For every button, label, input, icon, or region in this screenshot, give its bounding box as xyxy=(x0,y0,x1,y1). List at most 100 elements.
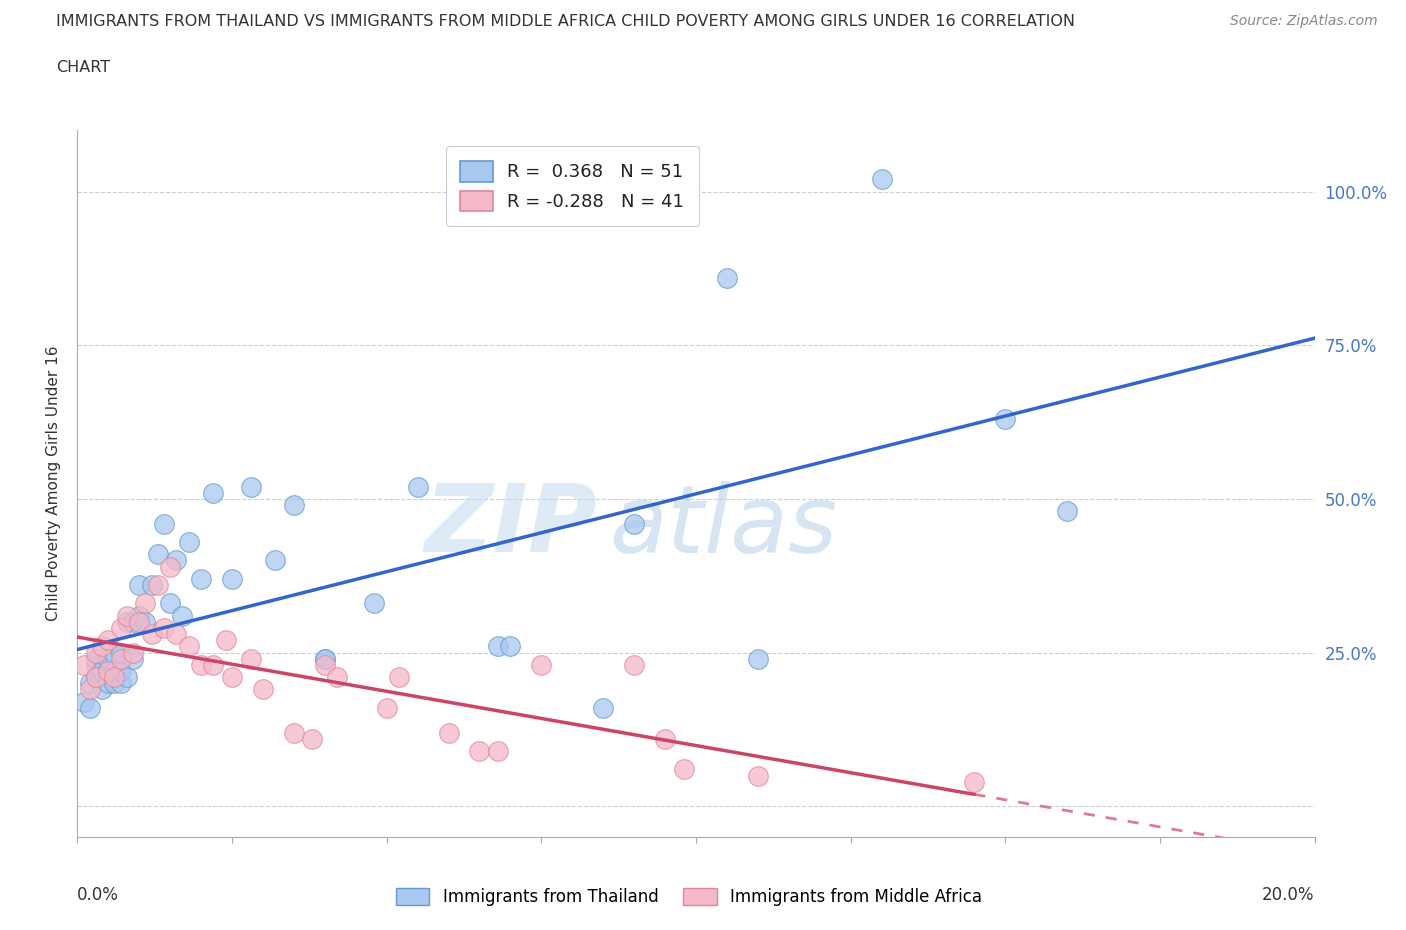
Point xyxy=(314,651,336,666)
Point xyxy=(239,479,262,494)
Point xyxy=(264,553,287,568)
Point xyxy=(103,664,125,679)
Point xyxy=(172,608,194,623)
Point xyxy=(165,627,187,642)
Point xyxy=(84,658,107,672)
Point xyxy=(283,725,305,740)
Text: 20.0%: 20.0% xyxy=(1263,886,1315,905)
Point xyxy=(110,664,132,679)
Point xyxy=(84,670,107,684)
Point xyxy=(283,498,305,512)
Point xyxy=(486,743,509,758)
Point xyxy=(128,615,150,630)
Point xyxy=(72,658,94,672)
Point xyxy=(110,645,132,660)
Point xyxy=(110,676,132,691)
Point xyxy=(252,682,274,697)
Point xyxy=(747,651,769,666)
Point xyxy=(994,412,1017,427)
Point xyxy=(115,615,138,630)
Text: Source: ZipAtlas.com: Source: ZipAtlas.com xyxy=(1230,14,1378,28)
Point xyxy=(146,578,169,592)
Y-axis label: Child Poverty Among Girls Under 16: Child Poverty Among Girls Under 16 xyxy=(45,346,60,621)
Point xyxy=(91,664,114,679)
Point xyxy=(97,664,120,679)
Point xyxy=(153,620,176,635)
Point xyxy=(221,571,243,586)
Point xyxy=(103,670,125,684)
Point xyxy=(177,639,200,654)
Point xyxy=(190,658,212,672)
Point xyxy=(115,608,138,623)
Point xyxy=(159,596,181,611)
Point xyxy=(1056,504,1078,519)
Point xyxy=(375,700,398,715)
Point xyxy=(177,535,200,550)
Point xyxy=(115,670,138,684)
Point xyxy=(202,658,225,672)
Point xyxy=(97,664,120,679)
Point xyxy=(314,651,336,666)
Point xyxy=(79,682,101,697)
Point xyxy=(128,578,150,592)
Text: ZIP: ZIP xyxy=(425,480,598,572)
Point xyxy=(84,651,107,666)
Point xyxy=(870,172,893,187)
Point xyxy=(314,658,336,672)
Point xyxy=(134,615,156,630)
Point xyxy=(103,676,125,691)
Point xyxy=(468,743,491,758)
Point xyxy=(221,670,243,684)
Point xyxy=(202,485,225,500)
Point xyxy=(301,731,323,746)
Point xyxy=(486,639,509,654)
Point xyxy=(165,553,187,568)
Point xyxy=(84,670,107,684)
Point xyxy=(79,676,101,691)
Point xyxy=(623,516,645,531)
Point xyxy=(215,633,238,648)
Point xyxy=(103,645,125,660)
Legend: Immigrants from Thailand, Immigrants from Middle Africa: Immigrants from Thailand, Immigrants fro… xyxy=(389,881,988,912)
Point xyxy=(97,676,120,691)
Point xyxy=(159,559,181,574)
Point xyxy=(747,768,769,783)
Point xyxy=(141,578,163,592)
Point xyxy=(623,658,645,672)
Point xyxy=(91,682,114,697)
Point xyxy=(91,639,114,654)
Point xyxy=(79,700,101,715)
Point xyxy=(592,700,614,715)
Point xyxy=(239,651,262,666)
Point xyxy=(97,633,120,648)
Point xyxy=(437,725,460,740)
Point xyxy=(153,516,176,531)
Point xyxy=(654,731,676,746)
Point xyxy=(128,608,150,623)
Point xyxy=(134,596,156,611)
Point xyxy=(716,271,738,286)
Point xyxy=(406,479,429,494)
Point xyxy=(499,639,522,654)
Text: atlas: atlas xyxy=(609,481,838,572)
Point xyxy=(122,615,145,630)
Point xyxy=(530,658,553,672)
Point xyxy=(190,571,212,586)
Point xyxy=(97,651,120,666)
Point xyxy=(122,651,145,666)
Point xyxy=(110,620,132,635)
Point xyxy=(672,762,695,777)
Legend: R =  0.368   N = 51, R = -0.288   N = 41: R = 0.368 N = 51, R = -0.288 N = 41 xyxy=(446,146,699,226)
Point xyxy=(388,670,411,684)
Point xyxy=(72,695,94,710)
Point xyxy=(110,651,132,666)
Text: 0.0%: 0.0% xyxy=(77,886,120,905)
Text: CHART: CHART xyxy=(56,60,110,75)
Point xyxy=(141,627,163,642)
Point xyxy=(122,645,145,660)
Point xyxy=(963,775,986,790)
Point xyxy=(363,596,385,611)
Point xyxy=(84,645,107,660)
Point xyxy=(326,670,349,684)
Text: IMMIGRANTS FROM THAILAND VS IMMIGRANTS FROM MIDDLE AFRICA CHILD POVERTY AMONG GI: IMMIGRANTS FROM THAILAND VS IMMIGRANTS F… xyxy=(56,14,1076,29)
